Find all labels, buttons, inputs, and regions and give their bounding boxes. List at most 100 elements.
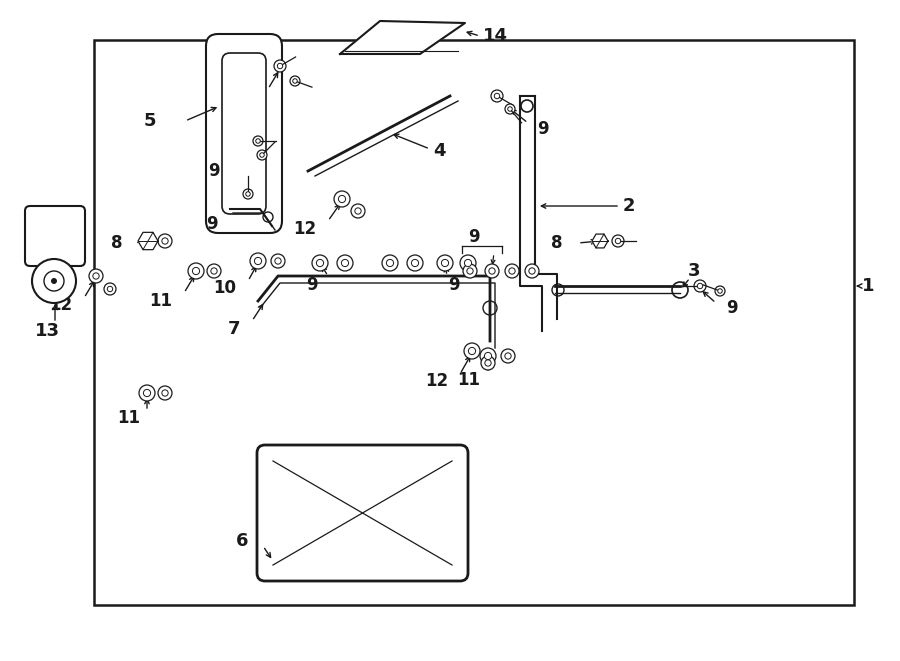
Circle shape xyxy=(274,258,281,264)
Circle shape xyxy=(529,268,535,274)
Circle shape xyxy=(437,255,453,271)
Circle shape xyxy=(484,352,491,360)
Text: 9: 9 xyxy=(537,120,549,138)
Circle shape xyxy=(139,385,155,401)
Circle shape xyxy=(508,268,515,274)
Circle shape xyxy=(274,60,286,72)
Circle shape xyxy=(355,208,361,214)
Circle shape xyxy=(107,286,112,292)
Circle shape xyxy=(162,238,168,244)
Circle shape xyxy=(464,259,472,266)
Circle shape xyxy=(255,257,262,264)
Circle shape xyxy=(386,259,393,266)
Circle shape xyxy=(489,268,495,274)
Circle shape xyxy=(271,254,285,268)
Text: 6: 6 xyxy=(236,532,248,550)
Circle shape xyxy=(481,356,495,370)
FancyBboxPatch shape xyxy=(257,445,468,581)
Circle shape xyxy=(292,79,297,83)
Circle shape xyxy=(485,360,491,366)
Circle shape xyxy=(312,255,328,271)
Text: 3: 3 xyxy=(688,262,700,280)
Circle shape xyxy=(351,204,365,218)
Circle shape xyxy=(694,280,706,292)
Circle shape xyxy=(104,283,116,295)
Circle shape xyxy=(505,353,511,359)
Text: 10: 10 xyxy=(213,279,236,297)
Circle shape xyxy=(460,255,476,271)
Text: 11: 11 xyxy=(117,409,140,427)
Circle shape xyxy=(467,268,473,274)
Circle shape xyxy=(464,343,480,359)
Circle shape xyxy=(612,235,624,247)
Circle shape xyxy=(253,136,263,146)
Text: 9: 9 xyxy=(306,276,318,294)
Text: 11: 11 xyxy=(457,371,480,389)
Circle shape xyxy=(441,259,448,266)
Circle shape xyxy=(243,189,253,199)
Circle shape xyxy=(698,284,703,289)
Circle shape xyxy=(480,348,496,364)
Circle shape xyxy=(193,268,200,274)
Text: 2: 2 xyxy=(623,197,635,215)
Polygon shape xyxy=(592,234,608,248)
Circle shape xyxy=(468,348,475,354)
Polygon shape xyxy=(138,232,158,250)
Circle shape xyxy=(256,139,260,143)
Circle shape xyxy=(411,259,418,266)
Circle shape xyxy=(382,255,398,271)
Circle shape xyxy=(616,239,621,244)
Circle shape xyxy=(250,253,266,269)
Polygon shape xyxy=(340,21,465,54)
Text: 5: 5 xyxy=(143,112,156,130)
FancyBboxPatch shape xyxy=(222,53,266,214)
Circle shape xyxy=(51,278,57,284)
Text: 12: 12 xyxy=(49,296,72,314)
Circle shape xyxy=(211,268,217,274)
Circle shape xyxy=(341,259,348,266)
Text: 9: 9 xyxy=(238,88,250,106)
Text: 9: 9 xyxy=(206,215,218,233)
Text: 14: 14 xyxy=(483,27,508,45)
Circle shape xyxy=(277,63,283,69)
Circle shape xyxy=(89,269,103,283)
Circle shape xyxy=(505,104,515,114)
Circle shape xyxy=(525,264,539,278)
Circle shape xyxy=(143,389,150,397)
Circle shape xyxy=(508,106,512,111)
Circle shape xyxy=(501,349,515,363)
Circle shape xyxy=(494,93,500,98)
Text: 9: 9 xyxy=(209,162,220,180)
Circle shape xyxy=(260,153,265,157)
Circle shape xyxy=(337,255,353,271)
Text: 8: 8 xyxy=(111,234,122,252)
Circle shape xyxy=(207,264,221,278)
Bar xyxy=(94,40,854,605)
Circle shape xyxy=(715,286,725,296)
FancyBboxPatch shape xyxy=(25,206,85,266)
Circle shape xyxy=(162,390,168,396)
Text: 9: 9 xyxy=(448,276,460,294)
Circle shape xyxy=(718,289,722,293)
Circle shape xyxy=(407,255,423,271)
Circle shape xyxy=(505,264,519,278)
Circle shape xyxy=(485,264,499,278)
Text: 9: 9 xyxy=(468,228,480,246)
Text: 7: 7 xyxy=(228,320,240,338)
Text: 8: 8 xyxy=(552,234,563,252)
Text: 12: 12 xyxy=(425,372,448,390)
Circle shape xyxy=(246,192,250,196)
Circle shape xyxy=(491,90,503,102)
Circle shape xyxy=(158,386,172,400)
Circle shape xyxy=(32,259,76,303)
Circle shape xyxy=(158,234,172,248)
Circle shape xyxy=(334,191,350,207)
Text: 11: 11 xyxy=(149,292,172,310)
FancyBboxPatch shape xyxy=(206,34,282,233)
Circle shape xyxy=(188,263,204,279)
Text: 12: 12 xyxy=(292,220,316,238)
Circle shape xyxy=(463,264,477,278)
Circle shape xyxy=(93,273,99,279)
Circle shape xyxy=(257,150,267,160)
Circle shape xyxy=(290,76,300,86)
